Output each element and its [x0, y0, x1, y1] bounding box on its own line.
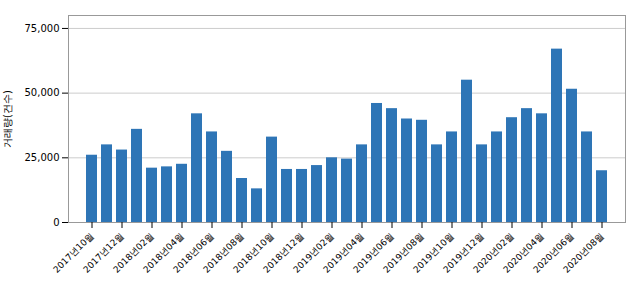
svg-text:25,000: 25,000: [25, 152, 60, 163]
svg-text:2019년06월: 2019년06월: [351, 230, 396, 275]
svg-text:2019년04월: 2019년04월: [321, 230, 366, 275]
svg-text:2019년02월: 2019년02월: [291, 230, 336, 275]
svg-text:2019년12월: 2019년12월: [441, 230, 486, 275]
svg-text:2019년10월: 2019년10월: [411, 230, 456, 275]
svg-text:0: 0: [53, 217, 59, 228]
svg-text:2018년06월: 2018년06월: [171, 230, 216, 275]
svg-text:2018년02월: 2018년02월: [111, 230, 156, 275]
svg-text:2017년12월: 2017년12월: [81, 230, 126, 275]
svg-text:2018년12월: 2018년12월: [261, 230, 306, 275]
svg-text:2018년04월: 2018년04월: [141, 230, 186, 275]
svg-text:50,000: 50,000: [25, 87, 60, 98]
svg-text:2020년06월: 2020년06월: [531, 230, 576, 275]
svg-text:75,000: 75,000: [25, 23, 60, 34]
svg-text:2019년08월: 2019년08월: [381, 230, 426, 275]
svg-text:2020년04월: 2020년04월: [501, 230, 546, 275]
svg-text:2020년02월: 2020년02월: [471, 230, 516, 275]
svg-text:거래량(건수): 거래량(건수): [2, 90, 13, 148]
svg-text:2020년08월: 2020년08월: [561, 231, 605, 275]
svg-text:2018년08월: 2018년08월: [201, 230, 246, 275]
svg-text:2018년10월: 2018년10월: [231, 230, 276, 275]
svg-text:2017년10월: 2017년10월: [51, 230, 96, 275]
